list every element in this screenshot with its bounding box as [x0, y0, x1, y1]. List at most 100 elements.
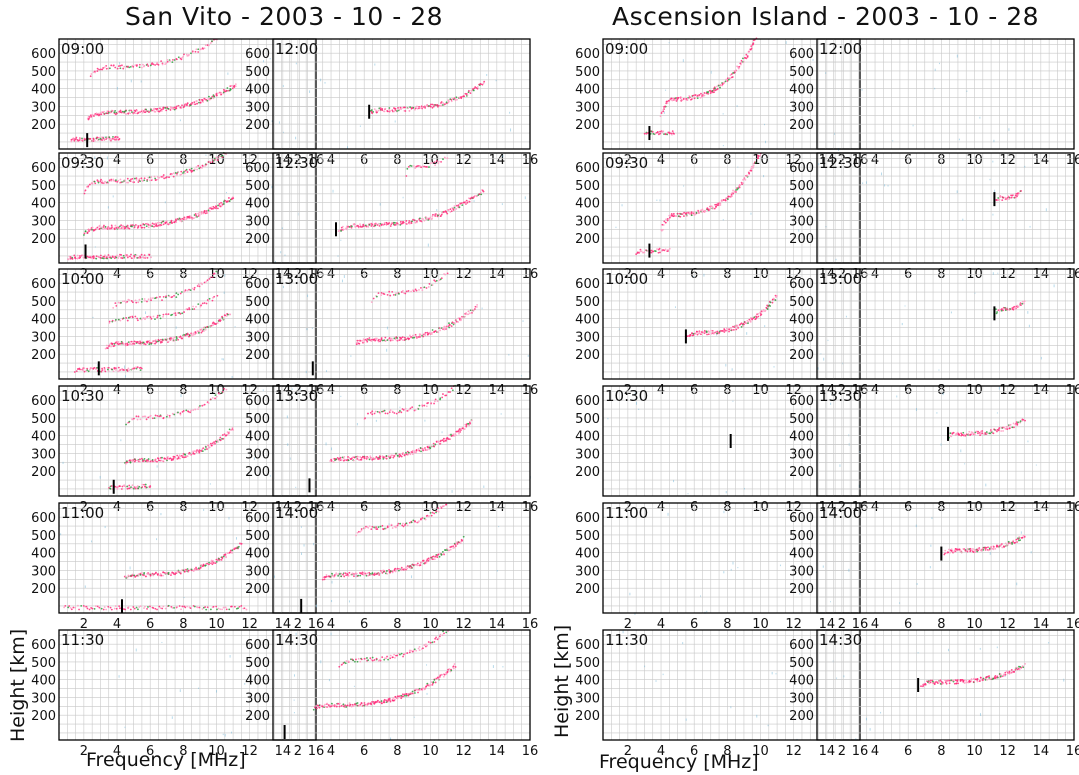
- trace-point: [167, 340, 170, 343]
- trace-point: [156, 414, 159, 417]
- trace-point: [172, 337, 174, 340]
- trace-point: [377, 109, 380, 112]
- trace-point: [381, 339, 384, 342]
- trace-point: [450, 100, 453, 103]
- trace-point: [210, 559, 213, 562]
- trace-point: [703, 92, 706, 94]
- trace-point: [127, 181, 130, 184]
- trace-point: [441, 211, 444, 214]
- y-tick-label: 600: [31, 161, 56, 176]
- trace-point: [397, 569, 400, 572]
- trace-point: [386, 339, 389, 342]
- trace-point: [440, 215, 442, 217]
- trace-point: [130, 253, 132, 256]
- trace-point: [359, 530, 362, 533]
- trace-point: [135, 606, 138, 609]
- trace-point: [104, 225, 107, 228]
- trace-point: [98, 68, 100, 71]
- y-tick-label: 400: [31, 313, 56, 328]
- trace-point: [683, 211, 686, 214]
- trace-point: [124, 255, 127, 257]
- trace-point: [93, 366, 96, 369]
- trace-point: [460, 97, 463, 100]
- trace-point: [104, 180, 106, 183]
- noise-point: [332, 189, 334, 193]
- trace-point: [165, 338, 167, 341]
- y-tick-label: 600: [31, 511, 56, 526]
- trace-point: [321, 705, 324, 708]
- noise-point: [300, 526, 302, 528]
- trace-point: [371, 338, 373, 341]
- trace-point: [389, 570, 392, 573]
- trace-point: [131, 484, 134, 487]
- noise-point: [665, 89, 667, 91]
- y-tick-label: 500: [31, 412, 56, 427]
- trace-point: [162, 223, 165, 226]
- trace-point: [413, 290, 415, 292]
- trace-point: [431, 683, 434, 686]
- trace-point: [89, 75, 92, 78]
- trace-point: [461, 539, 464, 542]
- trace-point: [668, 247, 671, 250]
- noise-point: [229, 655, 231, 658]
- trace-point: [193, 286, 196, 289]
- trace-point: [122, 317, 125, 319]
- trace-point: [167, 571, 170, 574]
- trace-point: [452, 667, 455, 670]
- trace-point: [340, 459, 343, 461]
- y-tick-label: 200: [575, 118, 600, 133]
- trace-point: [400, 291, 403, 293]
- noise-point: [390, 737, 392, 740]
- trace-point: [158, 314, 161, 317]
- trace-point: [479, 191, 482, 194]
- trace-point: [348, 456, 351, 459]
- trace-point: [106, 347, 109, 350]
- trace-point: [635, 253, 638, 256]
- trace-point: [733, 70, 736, 72]
- trace-point: [198, 214, 201, 216]
- trace-point: [329, 705, 331, 708]
- y-tick-label: 400: [245, 547, 270, 562]
- trace-point: [170, 337, 173, 340]
- trace-point: [160, 459, 163, 462]
- noise-point: [216, 690, 218, 693]
- y-tick-label: 600: [31, 394, 56, 409]
- trace-point: [147, 606, 149, 608]
- trace-point: [194, 50, 197, 53]
- trace-point: [420, 166, 423, 169]
- trace-point: [177, 56, 180, 59]
- trace-point: [404, 524, 406, 526]
- trace-point: [103, 224, 105, 227]
- trace-point: [206, 606, 209, 609]
- trace-point: [104, 370, 107, 373]
- trace-point: [434, 398, 437, 401]
- trace-point: [444, 273, 447, 276]
- trace-point: [145, 225, 148, 228]
- trace-point: [182, 452, 185, 455]
- trace-point: [130, 340, 133, 343]
- trace-point: [449, 548, 452, 551]
- trace-point: [691, 332, 693, 335]
- trace-point: [201, 450, 204, 453]
- trace-point: [354, 660, 356, 663]
- trace-point: [434, 555, 437, 558]
- trace-point: [423, 219, 426, 222]
- trace-point: [663, 249, 666, 252]
- trace-point: [193, 450, 196, 453]
- trace-point: [360, 572, 363, 575]
- y-tick-label: 500: [31, 529, 56, 544]
- trace-point: [180, 608, 182, 611]
- trace-point: [666, 133, 669, 136]
- trace-point: [480, 83, 482, 85]
- trace-point: [117, 65, 120, 68]
- trace-point: [725, 327, 728, 330]
- trace-point: [103, 113, 106, 115]
- trace-point: [135, 415, 138, 418]
- noise-point: [725, 363, 727, 367]
- trace-point: [413, 520, 416, 522]
- noise-point: [224, 274, 226, 277]
- trace-point: [436, 104, 439, 106]
- trace-point: [116, 112, 118, 115]
- noise-point: [331, 600, 333, 603]
- trace-point: [229, 88, 232, 91]
